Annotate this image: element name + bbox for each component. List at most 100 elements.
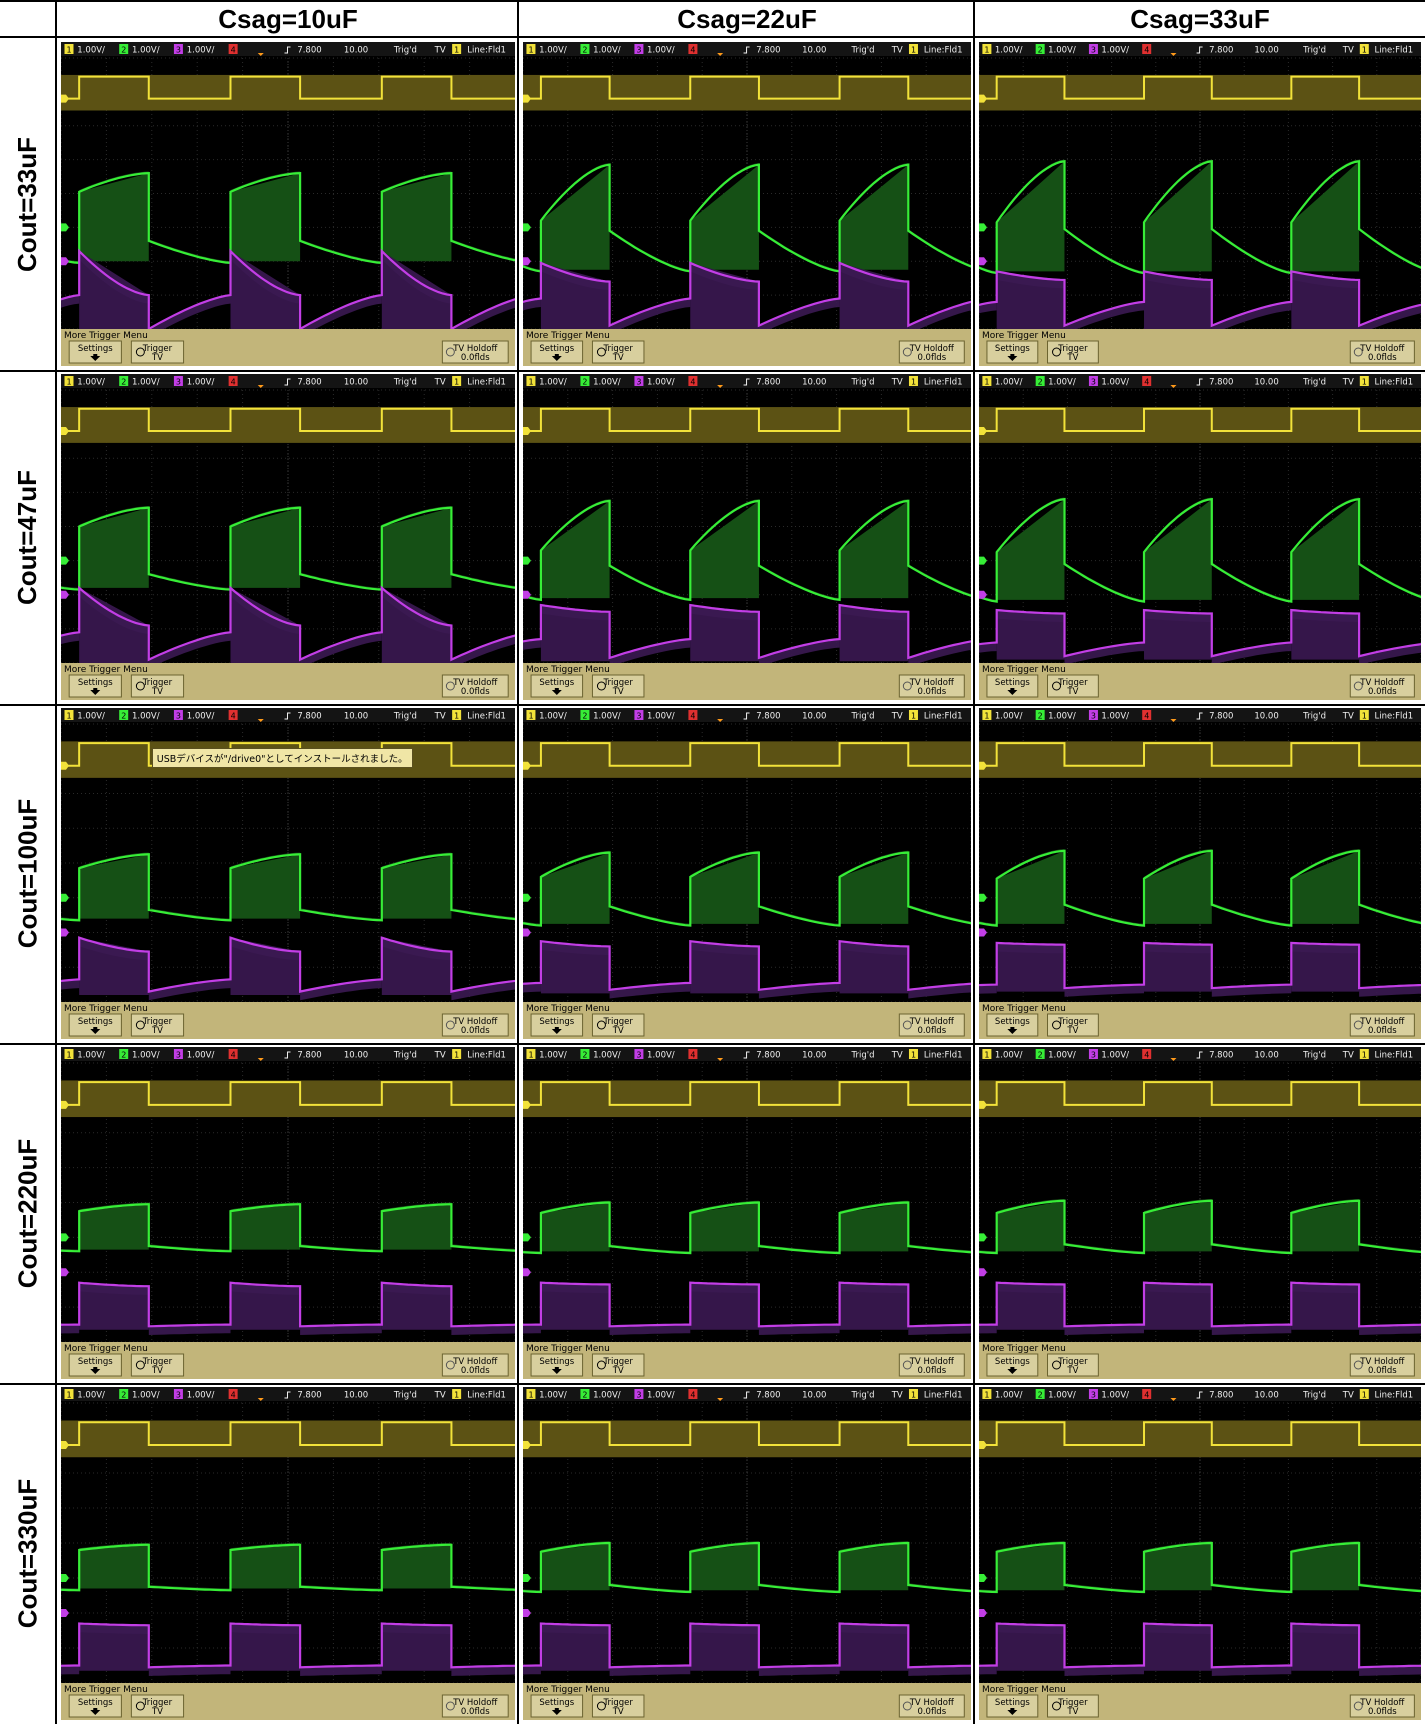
settings-softkey[interactable] — [986, 340, 1039, 364]
channel-ground-marker[interactable] — [979, 426, 987, 435]
holdoff-softkey[interactable] — [441, 340, 509, 364]
channel-badge[interactable] — [580, 1049, 590, 1059]
holdoff-softkey[interactable] — [898, 1353, 965, 1377]
channel-badge[interactable] — [580, 44, 590, 54]
channel-badge[interactable] — [580, 1389, 590, 1399]
holdoff-softkey[interactable] — [441, 1013, 509, 1037]
channel-ground-marker[interactable] — [979, 1441, 987, 1449]
channel-ground-marker[interactable] — [523, 761, 531, 770]
channel-badge[interactable] — [228, 44, 238, 54]
channel-badge[interactable] — [1088, 376, 1098, 386]
settings-softkey[interactable] — [68, 340, 122, 364]
channel-ground-marker[interactable] — [523, 1574, 531, 1582]
channel-ground-marker[interactable] — [979, 1233, 987, 1242]
holdoff-softkey[interactable] — [1349, 674, 1415, 698]
channel-badge[interactable] — [452, 44, 462, 54]
channel-ground-marker[interactable] — [979, 761, 987, 770]
channel-badge[interactable] — [526, 710, 536, 720]
holdoff-softkey[interactable] — [898, 340, 965, 364]
channel-ground-marker[interactable] — [979, 223, 987, 232]
channel-ground-marker[interactable] — [979, 893, 987, 902]
channel-ground-marker[interactable] — [61, 223, 69, 232]
channel-badge[interactable] — [634, 1389, 644, 1399]
channel-badge[interactable] — [1035, 1049, 1045, 1059]
channel-badge[interactable] — [688, 44, 698, 54]
trigger-softkey[interactable] — [1047, 1013, 1099, 1037]
channel-ground-marker[interactable] — [979, 590, 987, 599]
channel-badge[interactable] — [580, 376, 590, 386]
channel-ground-marker[interactable] — [979, 94, 987, 103]
channel-badge[interactable] — [228, 1049, 238, 1059]
channel-ground-marker[interactable] — [523, 94, 531, 103]
channel-ground-marker[interactable] — [979, 1609, 987, 1617]
channel-ground-marker[interactable] — [979, 257, 987, 266]
channel-badge[interactable] — [173, 710, 183, 720]
channel-ground-marker[interactable] — [61, 556, 69, 565]
channel-badge[interactable] — [526, 1049, 536, 1059]
channel-ground-marker[interactable] — [523, 426, 531, 435]
holdoff-softkey[interactable] — [441, 674, 509, 698]
channel-badge[interactable] — [119, 376, 129, 386]
channel-badge[interactable] — [64, 1389, 74, 1399]
trigger-softkey[interactable] — [591, 674, 645, 698]
holdoff-softkey[interactable] — [441, 1694, 509, 1718]
channel-badge[interactable] — [526, 44, 536, 54]
channel-ground-marker[interactable] — [523, 257, 531, 266]
channel-badge[interactable] — [908, 44, 918, 54]
trigger-softkey[interactable] — [130, 1694, 185, 1718]
channel-badge[interactable] — [1359, 1049, 1369, 1059]
trigger-softkey[interactable] — [1047, 1694, 1099, 1718]
channel-badge[interactable] — [1142, 44, 1152, 54]
channel-badge[interactable] — [1359, 376, 1369, 386]
settings-softkey[interactable] — [530, 340, 584, 364]
trigger-softkey[interactable] — [1047, 1353, 1099, 1377]
trigger-softkey[interactable] — [130, 340, 185, 364]
trigger-softkey[interactable] — [591, 1694, 645, 1718]
settings-softkey[interactable] — [986, 1353, 1039, 1377]
channel-badge[interactable] — [119, 1389, 129, 1399]
holdoff-softkey[interactable] — [1349, 340, 1415, 364]
settings-softkey[interactable] — [530, 1013, 584, 1037]
settings-softkey[interactable] — [986, 674, 1039, 698]
channel-badge[interactable] — [173, 1389, 183, 1399]
channel-ground-marker[interactable] — [61, 893, 69, 902]
channel-badge[interactable] — [1035, 1389, 1045, 1399]
holdoff-softkey[interactable] — [1349, 1013, 1415, 1037]
channel-badge[interactable] — [1142, 376, 1152, 386]
channel-badge[interactable] — [982, 1049, 992, 1059]
channel-ground-marker[interactable] — [523, 1268, 531, 1277]
trigger-softkey[interactable] — [1047, 340, 1099, 364]
channel-ground-marker[interactable] — [61, 1609, 69, 1617]
channel-badge[interactable] — [119, 1049, 129, 1059]
channel-badge[interactable] — [580, 710, 590, 720]
channel-ground-marker[interactable] — [61, 1268, 69, 1277]
channel-badge[interactable] — [452, 1389, 462, 1399]
channel-badge[interactable] — [119, 710, 129, 720]
trigger-softkey[interactable] — [591, 340, 645, 364]
channel-badge[interactable] — [1142, 1049, 1152, 1059]
holdoff-softkey[interactable] — [898, 674, 965, 698]
channel-ground-marker[interactable] — [523, 928, 531, 937]
channel-ground-marker[interactable] — [61, 1441, 69, 1449]
settings-softkey[interactable] — [986, 1694, 1039, 1718]
channel-badge[interactable] — [688, 1389, 698, 1399]
channel-badge[interactable] — [982, 710, 992, 720]
holdoff-softkey[interactable] — [1349, 1353, 1415, 1377]
channel-badge[interactable] — [688, 376, 698, 386]
trigger-softkey[interactable] — [130, 674, 185, 698]
channel-badge[interactable] — [908, 710, 918, 720]
channel-badge[interactable] — [1088, 1049, 1098, 1059]
channel-badge[interactable] — [228, 710, 238, 720]
channel-badge[interactable] — [173, 44, 183, 54]
channel-badge[interactable] — [688, 1049, 698, 1059]
channel-badge[interactable] — [1359, 44, 1369, 54]
channel-ground-marker[interactable] — [61, 1233, 69, 1242]
channel-badge[interactable] — [452, 1049, 462, 1059]
channel-badge[interactable] — [526, 1389, 536, 1399]
channel-badge[interactable] — [64, 44, 74, 54]
channel-badge[interactable] — [1035, 710, 1045, 720]
channel-badge[interactable] — [1088, 710, 1098, 720]
channel-ground-marker[interactable] — [61, 761, 69, 770]
channel-badge[interactable] — [1035, 44, 1045, 54]
settings-softkey[interactable] — [530, 674, 584, 698]
